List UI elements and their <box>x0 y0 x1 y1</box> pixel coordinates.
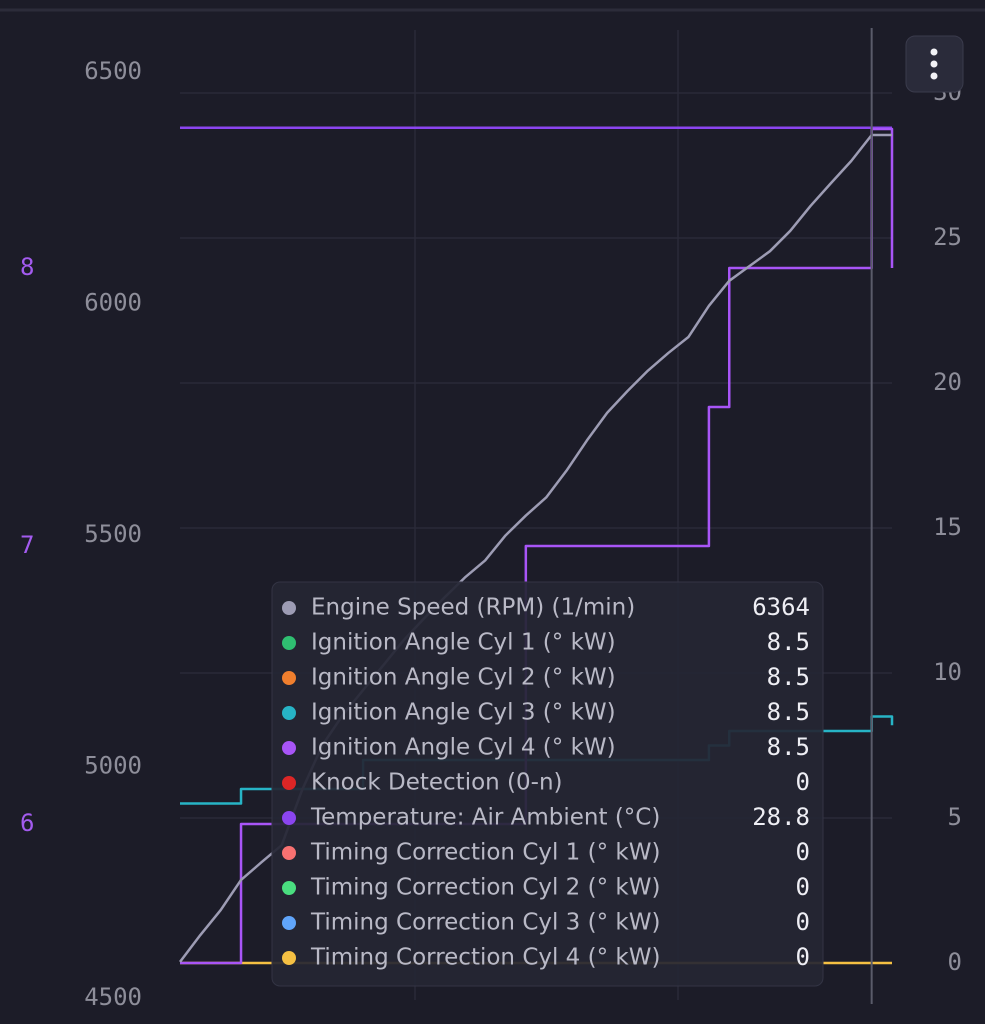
legend-swatch <box>282 741 296 755</box>
tooltip-box <box>271 581 824 987</box>
menu-button[interactable] <box>905 35 964 93</box>
legend-label: Timing Correction Cyl 2 (° kW) <box>310 875 660 901</box>
y-tick-label: 4500 <box>84 983 142 1011</box>
tooltip: Engine Speed (RPM) (1/min) 6364 Ignition A… <box>271 581 824 987</box>
y3-tick-label: 7 <box>20 531 34 559</box>
legend-value: 0 <box>796 908 810 936</box>
menu-dot <box>930 72 938 80</box>
y2-tick-label: 25 <box>933 223 962 251</box>
legend-label: Timing Correction Cyl 3 (° kW) <box>310 910 660 936</box>
y2-tick-label: 15 <box>933 513 962 541</box>
menu-dot <box>930 60 938 68</box>
legend-label: Engine Speed (RPM) (1/min) <box>311 595 635 621</box>
legend-value: 6364 <box>752 593 810 621</box>
legend-label: Ignition Angle Cyl 1 (° kW) <box>311 630 616 656</box>
menu-dot <box>930 48 938 56</box>
legend-label: Timing Correction Cyl 1 (° kW) <box>310 840 660 866</box>
y2-tick-label: 20 <box>933 368 962 396</box>
legend-swatch <box>282 776 296 790</box>
y2-tick-label: 0 <box>948 948 962 976</box>
y2-tick-label: 5 <box>948 803 962 831</box>
legend-label: Ignition Angle Cyl 2 (° kW) <box>311 665 616 691</box>
y-tick-label: 5500 <box>84 520 142 548</box>
legend-swatch <box>282 811 296 825</box>
legend-value: 0 <box>796 873 810 901</box>
legend-label: Ignition Angle Cyl 4 (° kW) <box>311 735 616 761</box>
legend-label: Ignition Angle Cyl 3 (° kW) <box>311 700 616 726</box>
legend-value: 0 <box>796 838 810 866</box>
legend-swatch <box>282 671 296 685</box>
y-tick-label: 6500 <box>84 57 142 85</box>
legend-value: 28.8 <box>752 803 810 831</box>
legend-value: 8.5 <box>767 733 810 761</box>
legend-value: 8.5 <box>767 698 810 726</box>
legend-label: Timing Correction Cyl 4 (° kW) <box>310 945 660 971</box>
y-tick-label: 6000 <box>84 289 142 317</box>
legend-swatch <box>282 846 296 860</box>
legend-swatch <box>282 916 296 930</box>
legend-swatch <box>282 636 296 650</box>
legend-swatch <box>282 706 296 720</box>
legend-swatch <box>282 601 296 615</box>
legend-swatch <box>282 881 296 895</box>
y2-tick-label: 10 <box>933 658 962 686</box>
y-tick-label: 5000 <box>84 752 142 780</box>
legend-label: Temperature: Air Ambient (°C) <box>310 805 660 831</box>
legend-label: Knock Detection (0-n) <box>311 770 563 796</box>
legend-value: 8.5 <box>767 663 810 691</box>
legend-value: 0 <box>796 943 810 971</box>
legend-value: 8.5 <box>767 628 810 656</box>
y3-tick-label: 6 <box>20 809 34 837</box>
legend-value: 0 <box>796 768 810 796</box>
legend-swatch <box>282 951 296 965</box>
y3-tick-label: 8 <box>20 253 34 281</box>
